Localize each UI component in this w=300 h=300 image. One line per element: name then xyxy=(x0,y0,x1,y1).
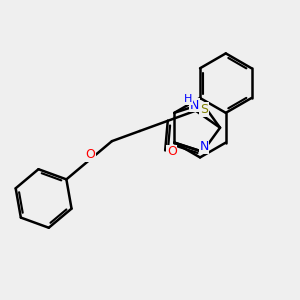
Text: N: N xyxy=(200,140,209,153)
Text: O: O xyxy=(86,148,96,161)
Text: S: S xyxy=(200,103,208,116)
Text: H: H xyxy=(184,94,193,104)
Text: N: N xyxy=(190,99,199,112)
Text: O: O xyxy=(167,146,177,158)
